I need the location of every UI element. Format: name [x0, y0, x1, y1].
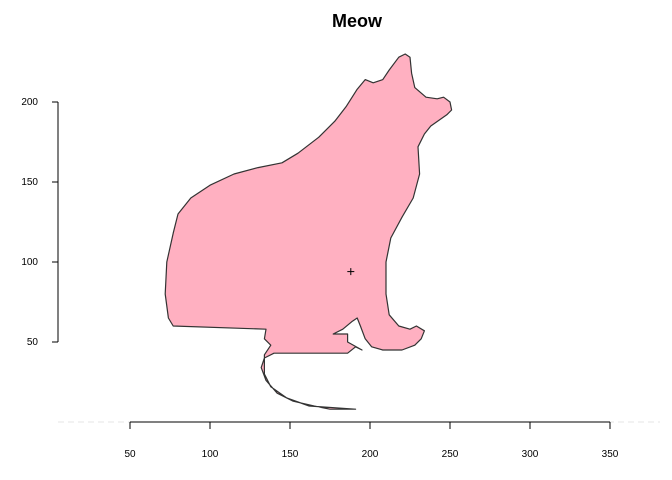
x-tick-label: 150	[282, 449, 299, 460]
x-tick-label: 200	[362, 449, 379, 460]
x-axis: 50 100 150 200 250 300 350	[124, 422, 618, 460]
y-tick-label: 200	[21, 97, 38, 108]
x-tick-label: 300	[522, 449, 539, 460]
cat-silhouette-polygon	[165, 54, 451, 409]
y-axis: 50 100 150 200	[21, 97, 58, 348]
chart-title: Meow	[332, 11, 383, 31]
x-tick-label: 50	[124, 449, 136, 460]
y-tick-label: 100	[21, 257, 38, 268]
y-tick-label: 50	[27, 337, 39, 348]
y-tick-label: 150	[21, 177, 38, 188]
x-tick-label: 250	[442, 449, 459, 460]
x-tick-label: 100	[202, 449, 219, 460]
x-tick-label: 350	[602, 449, 619, 460]
